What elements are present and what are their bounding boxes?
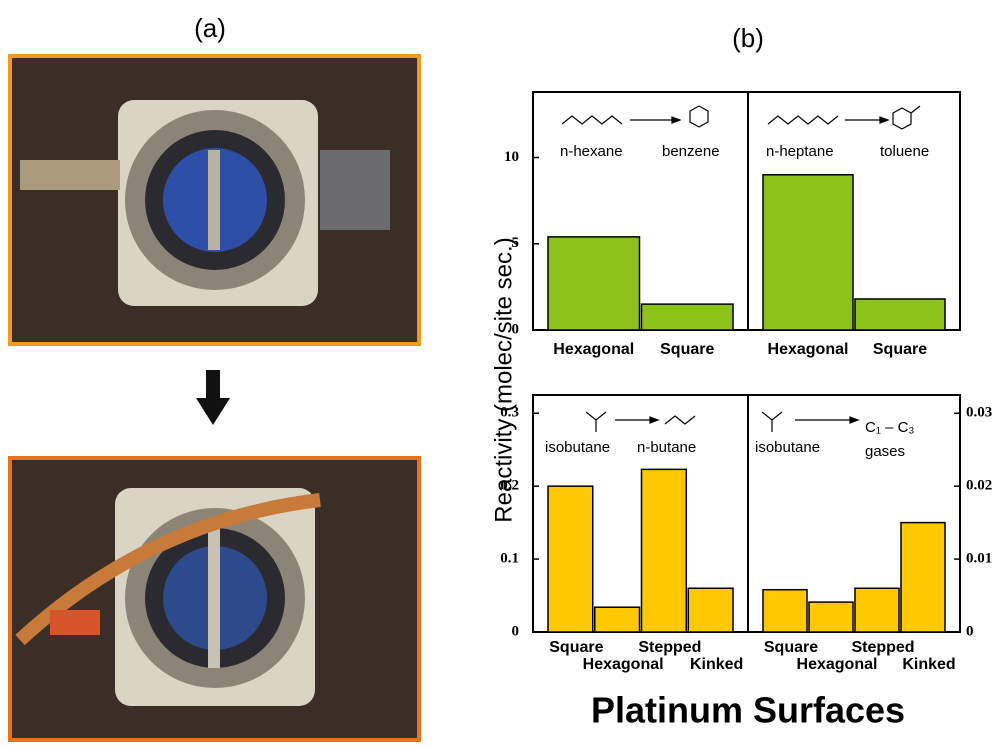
x-tick-label: Stepped — [638, 639, 701, 656]
annotation: n-heptane — [766, 143, 834, 160]
photo — [10, 458, 419, 740]
x-tick-label: Square — [764, 639, 818, 656]
x-tick-label: Kinked — [902, 656, 955, 673]
x-tick-label: Kinked — [690, 656, 743, 673]
bar — [642, 304, 734, 330]
y-tick-label: 0 — [966, 623, 974, 639]
x-tick-label: Square — [873, 341, 927, 358]
photo — [10, 56, 419, 344]
x-tick-label: Square — [660, 341, 714, 358]
y-tick-label: 0.1 — [500, 551, 519, 567]
bar — [548, 237, 640, 330]
y-tick-label: 10 — [504, 149, 519, 165]
y-tick-label: 0.03 — [966, 405, 992, 421]
x-tick-label: Stepped — [851, 639, 914, 656]
annotation: isobutane — [755, 439, 820, 456]
annotation: toluene — [880, 143, 929, 160]
annotation: isobutane — [545, 439, 610, 456]
x-tick-label: Hexagonal — [583, 656, 664, 673]
bar — [642, 469, 687, 632]
y-tick-label: 0 — [512, 321, 520, 337]
annotation: n-hexane — [560, 143, 623, 160]
y-tick-label: 0.3 — [500, 405, 519, 421]
bar — [855, 588, 899, 632]
panel-label: (a) — [194, 13, 226, 43]
figure: (a) (b) Reactivity (molec/site sec.) Pla… — [0, 0, 1000, 742]
y-tick-label: 0.01 — [966, 551, 992, 567]
y-tick-label: 0.02 — [966, 478, 992, 494]
bar — [763, 175, 853, 330]
annotation: n-butane — [637, 439, 696, 456]
x-tick-label: Square — [549, 639, 603, 656]
x-tick-label: Hexagonal — [768, 341, 849, 358]
y-tick-label: 0 — [512, 623, 520, 639]
annotation: gases — [865, 443, 905, 460]
bar — [901, 523, 945, 632]
x-tick-label: Hexagonal — [797, 656, 878, 673]
bar — [763, 590, 807, 632]
arrow — [196, 370, 230, 425]
bar — [595, 607, 640, 632]
page: (a) (b) Reactivity (molec/site sec.) Pla… — [0, 0, 1000, 747]
bar — [688, 588, 733, 632]
y-tick-label: 5 — [512, 235, 520, 251]
bar — [548, 486, 593, 632]
panel-label: (b) — [732, 23, 764, 53]
bar — [809, 602, 853, 632]
bar — [855, 299, 945, 330]
annotation: C₁ – C₃ — [865, 419, 915, 436]
x-axis-label: Platinum Surfaces — [591, 690, 905, 731]
annotation: benzene — [662, 143, 720, 160]
x-tick-label: Hexagonal — [553, 341, 634, 358]
y-tick-label: 0.2 — [500, 478, 519, 494]
